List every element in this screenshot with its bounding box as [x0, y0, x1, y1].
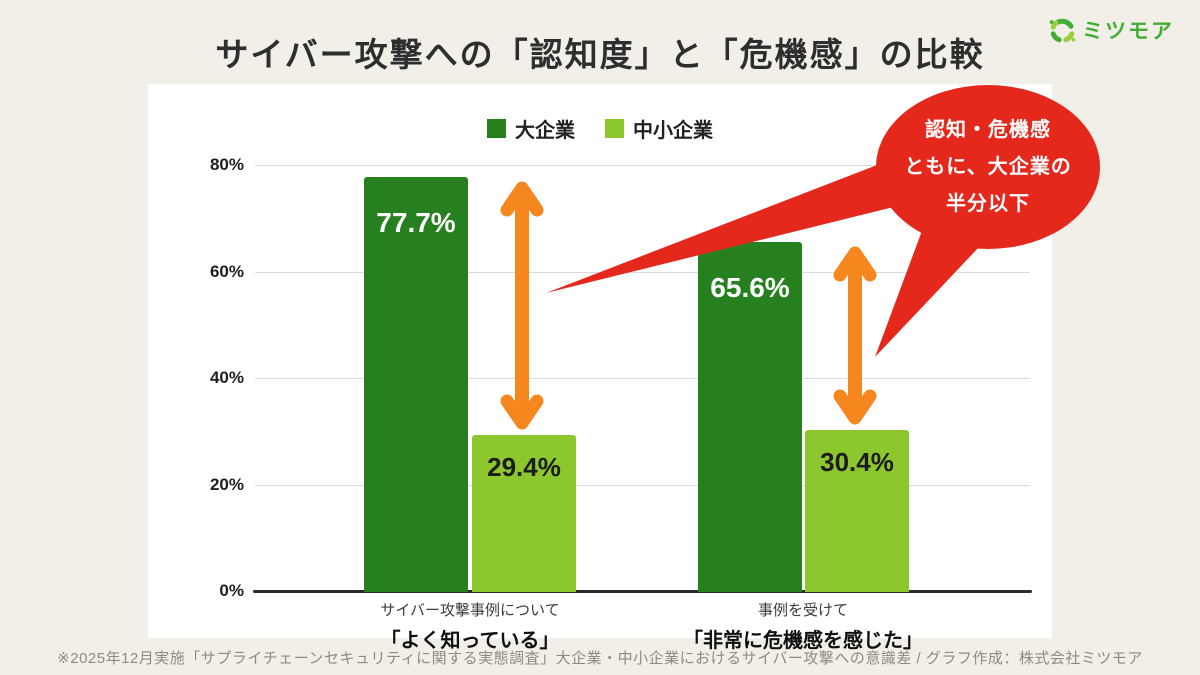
x-axis-line	[253, 590, 1032, 593]
legend-swatch-dark-green	[487, 119, 506, 138]
gridline-20	[255, 485, 1030, 486]
bar-value-label: 65.6%	[710, 272, 790, 303]
page-title: サイバー攻撃への「認知度」と「危機感」の比較	[215, 36, 985, 73]
bar-value-label: 30.4%	[820, 447, 894, 477]
callout-text-line: ともに、大企業の	[904, 155, 1072, 178]
brand-logo: ミツモア	[1049, 15, 1174, 45]
gap-arrow-crisis	[833, 246, 877, 425]
gap-arrow-awareness	[500, 181, 544, 430]
bar-sme-crisis: 30.4%	[805, 430, 909, 592]
category-main-label: 「非常に危機感を感じた」	[683, 630, 923, 652]
legend-label-large-company: 大企業	[515, 120, 575, 142]
brand-flower-icon	[1049, 18, 1076, 42]
legend-item-sme: 中小企業	[605, 114, 713, 143]
bar-sme-awareness: 29.4%	[472, 435, 576, 592]
ytick-80: 80%	[209, 155, 244, 174]
source-note: ※2025年12月実施「サプライチェーンセキュリティに関する実態調査」大企業・中…	[57, 650, 1143, 667]
category-label-crisis: 事例を受けて 「非常に危機感を感じた」	[633, 599, 973, 653]
brand-logo-text: ミツモア	[1082, 20, 1174, 43]
category-sub-label: 事例を受けて	[757, 602, 848, 619]
category-label-awareness: サイバー攻撃事例について 「よく知っている」	[300, 599, 640, 653]
ytick-60: 60%	[209, 262, 244, 281]
callout-text-line: 半分以下	[946, 192, 1030, 215]
legend-item-large-company: 大企業	[487, 114, 575, 143]
callout-text-line: 認知・危機感	[925, 118, 1051, 141]
legend-swatch-light-green	[605, 119, 624, 138]
gridline-40	[255, 378, 1030, 379]
bar-large-company-awareness: 77.7%	[364, 177, 468, 592]
bar-value-label: 29.4%	[487, 452, 561, 482]
category-sub-label: サイバー攻撃事例について	[380, 602, 560, 619]
ytick-0: 0%	[219, 581, 244, 600]
bar-large-company-crisis: 65.6%	[698, 242, 802, 592]
callout-bubble: 認知・危機感 ともに、大企業の 半分以下	[876, 85, 1100, 249]
ytick-20: 20%	[209, 475, 244, 494]
bar-value-label: 77.7%	[376, 207, 456, 238]
category-main-label: 「よく知っている」	[380, 630, 560, 652]
ytick-40: 40%	[209, 368, 244, 387]
legend-label-sme: 中小企業	[633, 120, 713, 142]
chart-legend: 大企業 中小企業	[148, 114, 1052, 143]
